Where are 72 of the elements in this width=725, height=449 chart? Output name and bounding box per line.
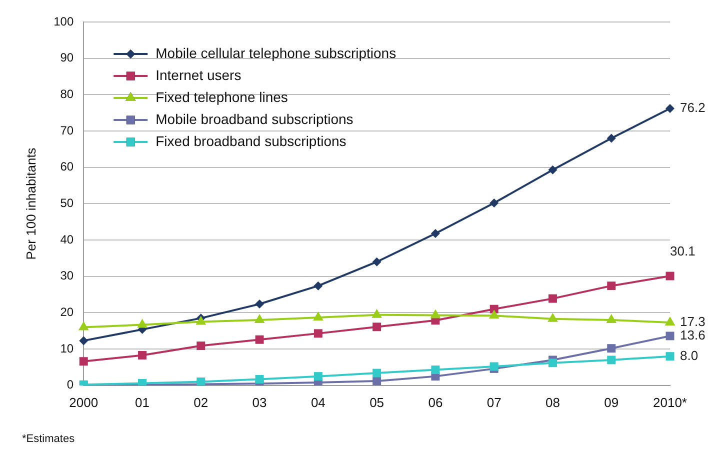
point bbox=[606, 314, 617, 323]
point bbox=[607, 356, 616, 364]
point bbox=[79, 336, 88, 346]
point bbox=[372, 368, 382, 378]
point bbox=[606, 134, 616, 143]
y-tick-label: 30 bbox=[60, 268, 74, 283]
y-tick-label: 100 bbox=[54, 14, 74, 28]
point bbox=[255, 335, 264, 344]
point bbox=[372, 308, 382, 318]
point bbox=[79, 357, 88, 366]
point bbox=[78, 321, 89, 330]
x-tick-label: 01 bbox=[135, 394, 150, 410]
point bbox=[430, 309, 441, 318]
point bbox=[314, 281, 323, 290]
point bbox=[666, 332, 674, 340]
data-label: 17.3 bbox=[680, 314, 706, 330]
point bbox=[666, 352, 674, 361]
y-tick-label: 50 bbox=[60, 196, 74, 210]
legend-label: Internet users bbox=[156, 66, 242, 83]
x-tick-label: 04 bbox=[310, 394, 326, 410]
x-tick-label: 2000 bbox=[69, 394, 98, 410]
y-tick-label: 90 bbox=[60, 50, 74, 65]
legend-label: Mobile cellular telephone subscriptions bbox=[156, 44, 396, 61]
y-tick-label: 80 bbox=[60, 86, 74, 101]
point bbox=[138, 350, 146, 360]
point bbox=[548, 358, 557, 368]
x-tick-label: 06 bbox=[428, 394, 443, 410]
data-label: 76.2 bbox=[680, 100, 706, 116]
point bbox=[254, 314, 265, 323]
point bbox=[548, 312, 558, 322]
y-tick-label: 0 bbox=[66, 378, 74, 392]
data-label: 30.1 bbox=[670, 244, 696, 259]
point bbox=[372, 322, 382, 332]
legend-label: Fixed telephone lines bbox=[156, 88, 288, 105]
text: *Estimates bbox=[22, 433, 76, 446]
x-tick-label: 07 bbox=[486, 394, 502, 410]
x-tick-label: 2010* bbox=[653, 394, 687, 410]
y-tick-label: 20 bbox=[60, 305, 74, 320]
point bbox=[430, 229, 440, 238]
point bbox=[196, 342, 206, 350]
point bbox=[255, 374, 264, 384]
point bbox=[548, 294, 557, 303]
point bbox=[607, 344, 616, 353]
y-tick-label: 40 bbox=[60, 232, 74, 246]
legend-label: Fixed broadband subscriptions bbox=[156, 132, 346, 149]
y-axis-title: Per 100 inhabitants bbox=[23, 147, 38, 260]
point bbox=[372, 257, 382, 266]
x-tick-label: 03 bbox=[252, 394, 267, 410]
x-tick-label: 02 bbox=[194, 394, 208, 410]
point bbox=[488, 310, 500, 319]
data-label: 13.6 bbox=[680, 328, 706, 343]
point bbox=[431, 366, 440, 374]
point bbox=[255, 300, 264, 308]
data-label: 8.0 bbox=[680, 348, 698, 363]
y-tick-label: 60 bbox=[60, 160, 74, 174]
point bbox=[666, 104, 674, 113]
y-tick-label: 70 bbox=[60, 123, 74, 138]
point bbox=[548, 165, 558, 174]
point bbox=[607, 282, 616, 290]
legend-label: Mobile broadband subscriptions bbox=[156, 110, 354, 127]
y-tick-label: 10 bbox=[60, 341, 74, 356]
point bbox=[314, 329, 322, 338]
point bbox=[196, 378, 206, 386]
point bbox=[666, 272, 674, 280]
point bbox=[314, 372, 322, 381]
point bbox=[312, 311, 324, 320]
point bbox=[490, 198, 499, 208]
x-tick-label: 08 bbox=[545, 394, 560, 410]
point bbox=[137, 318, 148, 328]
x-tick-label: 05 bbox=[370, 394, 384, 410]
point bbox=[664, 316, 676, 326]
x-tick-label: 09 bbox=[604, 394, 619, 410]
